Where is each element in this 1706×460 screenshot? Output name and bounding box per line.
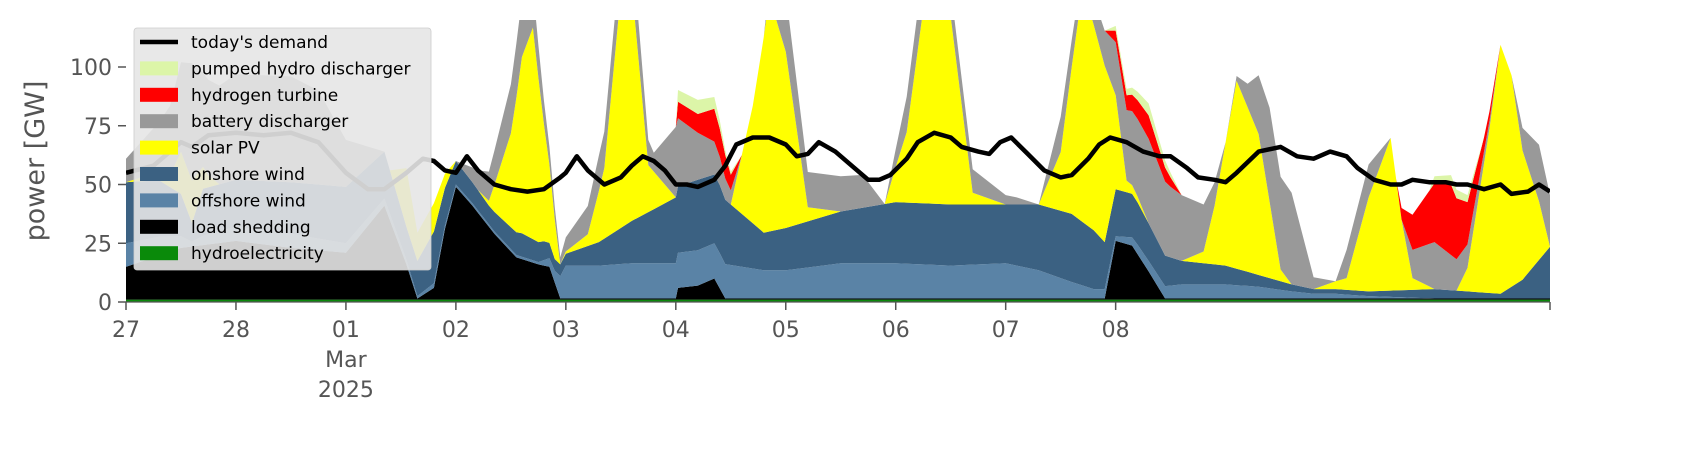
x-tick-label: 03 [552, 318, 580, 343]
legend-label-offshore-wind: offshore wind [191, 191, 306, 211]
x-tick-label: Mar [325, 348, 367, 373]
x-tick-label: 28 [222, 318, 250, 343]
legend-label-hydrogen-turbine: hydrogen turbine [191, 86, 338, 106]
x-tick-label: 27 [112, 318, 140, 343]
x-tick-label: 01 [332, 318, 360, 343]
axes: 0 25 50 75 100 27 28 01 Mar 2025 02 03 04 05 06 07 08 [70, 56, 1551, 403]
x-tick-label: 05 [772, 318, 800, 343]
legend-swatch-solar-pv [140, 140, 178, 155]
x-tick-label: 06 [882, 318, 910, 343]
area-load-shedding [126, 186, 1550, 300]
area-onshore-wind [126, 151, 1550, 299]
legend-label-load-shedding: load shedding [191, 218, 311, 238]
x-tick-label: 2025 [318, 378, 374, 403]
legend-label-hydroelectricity: hydroelectricity [191, 244, 324, 264]
legend-label-battery-discharger: battery discharger [191, 112, 348, 132]
x-tick-label: 07 [992, 318, 1020, 343]
legend-swatch-offshore-wind [140, 193, 178, 208]
legend-label-solar-pv: solar PV [191, 139, 260, 159]
y-tick-label: 75 [84, 115, 112, 140]
area-offshore-wind [126, 184, 1550, 299]
area-solar-pv [126, 20, 1550, 294]
legend-label-onshore-wind: onshore wind [191, 165, 305, 185]
legend-swatch-onshore-wind [140, 167, 178, 181]
y-tick-label: 100 [70, 56, 112, 81]
area-battery-discharger [126, 20, 1550, 291]
x-tick-label: 02 [442, 318, 470, 343]
legend-label-pumped-hydro-discharger: pumped hydro discharger [191, 59, 410, 79]
x-tick-label: 08 [1102, 318, 1130, 343]
legend-swatch-load-shedding [140, 219, 178, 234]
legend-label-today-s-demand: today's demand [191, 33, 328, 53]
y-tick-label: 25 [84, 232, 112, 257]
legend-swatch-hydroelectricity [140, 246, 178, 261]
legend-swatch-hydrogen-turbine [140, 87, 178, 102]
legend: today's demand pumped hydro discharger hyd… [133, 27, 432, 271]
y-tick-label: 50 [84, 174, 112, 199]
legend-swatch-battery-discharger [140, 114, 178, 129]
y-axis-label: power [GW] [20, 81, 51, 242]
demand-layer [126, 130, 1550, 197]
line-todays-demand [126, 130, 1550, 197]
y-tick-label: 0 [98, 291, 112, 316]
x-tick-label: 04 [662, 318, 690, 343]
legend-swatch-pumped-hydro-discharger [140, 61, 178, 76]
legend-box [133, 27, 432, 271]
